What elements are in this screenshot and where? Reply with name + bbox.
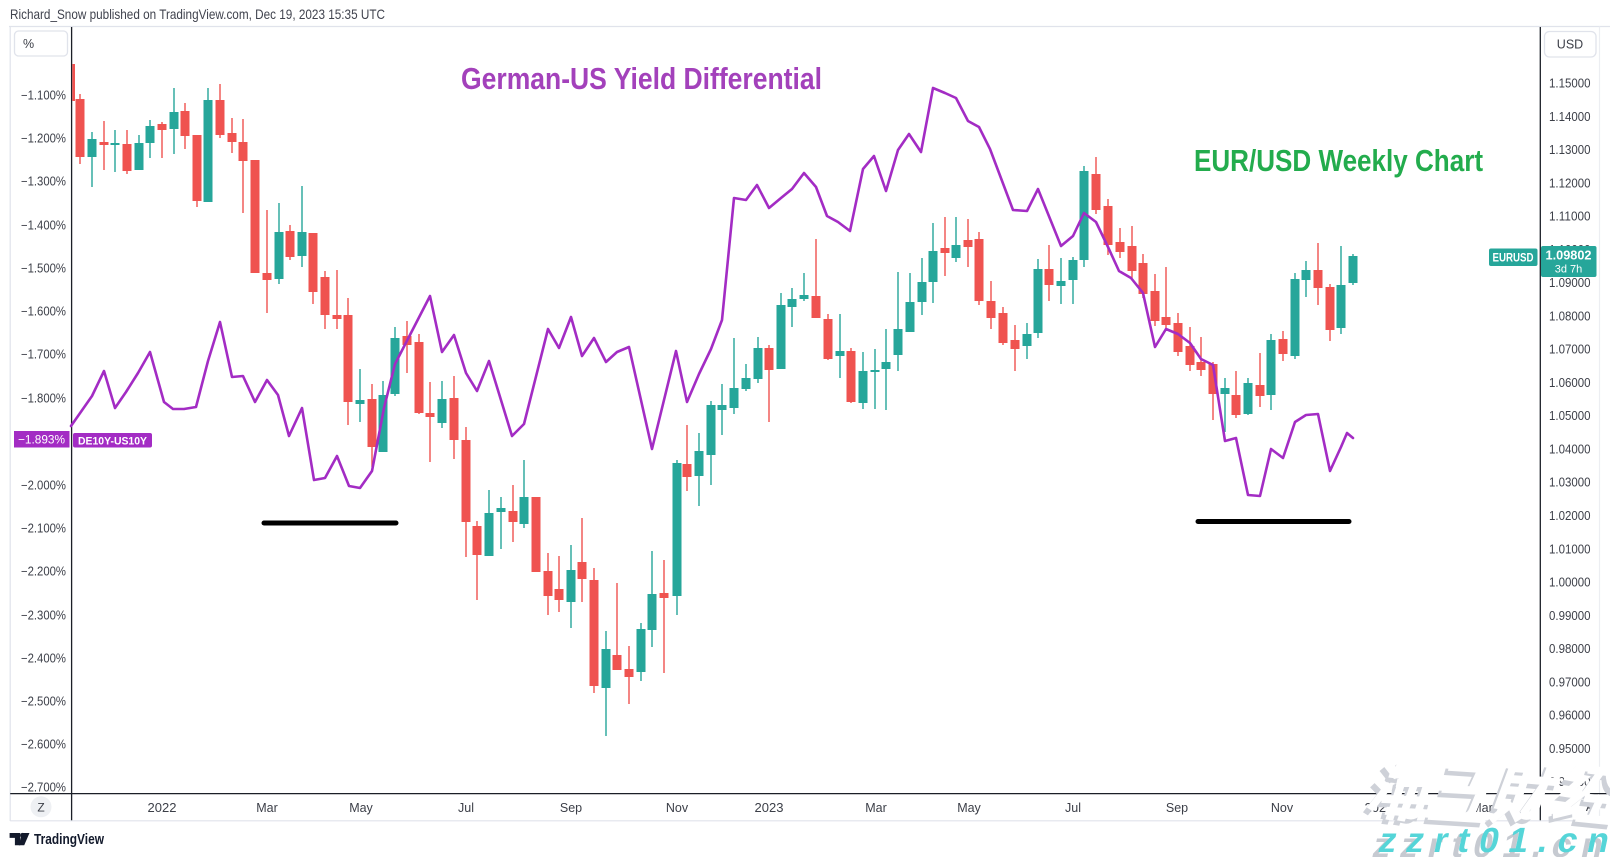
svg-text:0.99000: 0.99000 <box>1549 609 1591 623</box>
svg-text:1.02000: 1.02000 <box>1549 509 1591 523</box>
svg-text:3d 7h: 3d 7h <box>1555 264 1583 276</box>
svg-text:1.08000: 1.08000 <box>1549 309 1591 323</box>
svg-text:0.96000: 0.96000 <box>1549 709 1591 723</box>
svg-text:1.05000: 1.05000 <box>1549 409 1591 423</box>
svg-text:−2.200%: −2.200% <box>21 565 66 579</box>
svg-text:Sep: Sep <box>560 801 582 815</box>
svg-text:−1.400%: −1.400% <box>21 219 66 233</box>
svg-text:Nov: Nov <box>666 801 689 815</box>
svg-text:1.03000: 1.03000 <box>1549 476 1591 490</box>
svg-text:−2.700%: −2.700% <box>21 781 66 795</box>
svg-text:Mar: Mar <box>256 801 278 815</box>
svg-text:%: % <box>23 37 34 51</box>
svg-text:1.04000: 1.04000 <box>1549 442 1591 456</box>
svg-text:−1.700%: −1.700% <box>21 348 66 362</box>
svg-text:0.98000: 0.98000 <box>1549 642 1591 656</box>
svg-text:May: May <box>957 801 981 815</box>
svg-text:Sep: Sep <box>1166 801 1188 815</box>
svg-text:−2.500%: −2.500% <box>21 695 66 709</box>
svg-text:1.12000: 1.12000 <box>1549 176 1591 190</box>
svg-text:−2.300%: −2.300% <box>21 609 66 623</box>
svg-text:−1.100%: −1.100% <box>21 89 66 103</box>
svg-text:Richard_Snow published on Trad: Richard_Snow published on TradingView.co… <box>10 6 385 22</box>
svg-text:Mar: Mar <box>865 801 887 815</box>
svg-text:−1.300%: −1.300% <box>21 175 66 189</box>
svg-text:German-US Yield Differential: German-US Yield Differential <box>461 61 822 96</box>
svg-text:2022: 2022 <box>148 800 177 815</box>
svg-text:Jul: Jul <box>1065 801 1081 815</box>
svg-text:1.11000: 1.11000 <box>1549 210 1591 224</box>
svg-text:1.09000: 1.09000 <box>1549 276 1591 290</box>
svg-text:−1.500%: −1.500% <box>21 262 66 276</box>
svg-text:Nov: Nov <box>1271 801 1294 815</box>
svg-text:−1.600%: −1.600% <box>21 305 66 319</box>
svg-text:−2.400%: −2.400% <box>21 652 66 666</box>
svg-text:USD: USD <box>1557 38 1583 52</box>
svg-text:1.15000: 1.15000 <box>1549 77 1591 91</box>
svg-text:0.97000: 0.97000 <box>1549 675 1591 689</box>
svg-text:May: May <box>349 801 373 815</box>
svg-text:1.00000: 1.00000 <box>1549 576 1591 590</box>
svg-text:1.09802: 1.09802 <box>1546 249 1592 263</box>
svg-text:zzrt01.cn: zzrt01.cn <box>1375 821 1610 857</box>
svg-text:−1.893%: −1.893% <box>18 433 65 447</box>
svg-text:2023: 2023 <box>755 800 784 815</box>
svg-text:−1.200%: −1.200% <box>21 132 66 146</box>
svg-text:1.13000: 1.13000 <box>1549 143 1591 157</box>
svg-text:DE10Y-US10Y: DE10Y-US10Y <box>78 436 148 448</box>
svg-text:1.14000: 1.14000 <box>1549 110 1591 124</box>
svg-text:Jul: Jul <box>458 801 474 815</box>
svg-text:−2.100%: −2.100% <box>21 522 66 536</box>
svg-text:zzrt01.cn: zzrt01.cn <box>1369 826 1610 857</box>
svg-text:EUR/USD Weekly Chart: EUR/USD Weekly Chart <box>1194 143 1483 178</box>
svg-text:Z: Z <box>37 801 44 815</box>
svg-text:1.06000: 1.06000 <box>1549 376 1591 390</box>
svg-text:−2.600%: −2.600% <box>21 738 66 752</box>
svg-text:TradingView: TradingView <box>34 831 104 848</box>
svg-text:EURUSD: EURUSD <box>1493 253 1534 265</box>
svg-text:1.07000: 1.07000 <box>1549 343 1591 357</box>
svg-text:0.95000: 0.95000 <box>1549 742 1591 756</box>
svg-text:−2.000%: −2.000% <box>21 479 66 493</box>
svg-text:1.01000: 1.01000 <box>1549 542 1591 556</box>
svg-text:−1.800%: −1.800% <box>21 392 66 406</box>
